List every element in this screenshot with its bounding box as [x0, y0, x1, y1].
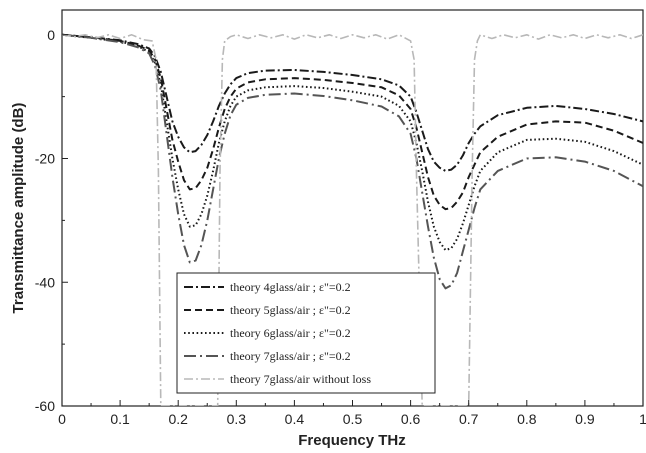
series-line-4 [62, 33, 643, 290]
series-layer [62, 33, 643, 406]
y-tick-label: -20 [35, 151, 55, 167]
x-tick-label: 0.8 [517, 411, 537, 427]
legend: theory 4glass/air ; ε"=0.2 theory 5glass/… [176, 272, 436, 394]
series-line-1 [62, 33, 643, 172]
y-tick-label: -40 [35, 274, 55, 290]
x-tick-label: 0 [58, 411, 66, 427]
x-tick-label: 0.3 [227, 411, 247, 427]
y-axis-title: Transmittance amplitude (dB) [10, 103, 27, 314]
legend-label-4: theory 7glass/air ; ε"=0.2 [230, 349, 351, 363]
axes: 0 0.1 0.2 0.3 0.4 0.5 0.6 0.7 0.8 0.9 1 0 -20 -40 -60 [35, 27, 646, 427]
y-tick-label: -60 [35, 398, 55, 414]
x-tick-label: 0.9 [575, 411, 595, 427]
legend-label-2: theory 5glass/air ; ε"=0.2 [230, 303, 351, 317]
x-axis-title: Frequency THz [298, 432, 406, 449]
legend-label-3: theory 6glass/air ; ε"=0.2 [230, 326, 351, 340]
legend-label-5: theory 7glass/air without loss [230, 372, 371, 386]
legend-box [176, 272, 436, 394]
x-tick-label: 0.2 [168, 411, 188, 427]
x-tick-label: 0.6 [401, 411, 421, 427]
series-line-2 [62, 33, 643, 211]
x-tick-label: 0.4 [285, 411, 305, 427]
x-tick-label: 0.1 [110, 411, 130, 427]
y-tick-label: 0 [47, 27, 55, 43]
series-line-5 [62, 33, 643, 406]
x-tick-label: 1 [639, 411, 646, 427]
x-tick-label: 0.5 [343, 411, 363, 427]
x-tick-label: 0.7 [459, 411, 479, 427]
legend-label-1: theory 4glass/air ; ε"=0.2 [230, 280, 351, 294]
